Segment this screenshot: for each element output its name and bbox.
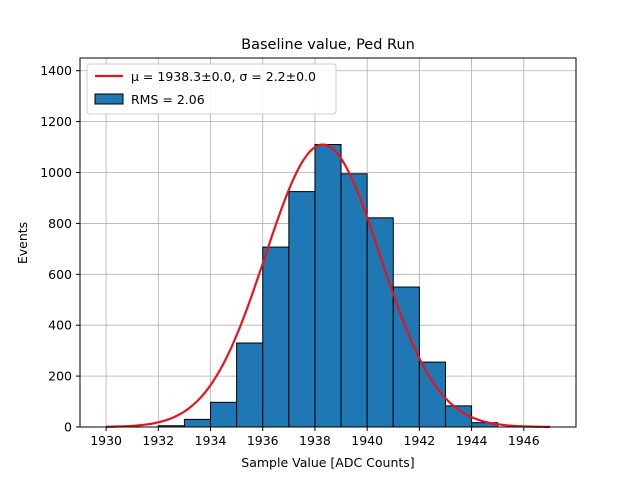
legend-histogram-swatch — [94, 93, 124, 105]
histogram-bar — [392, 286, 420, 428]
x-tick-label: 1930 — [90, 433, 122, 448]
legend: μ = 1938.3±0.0, σ = 2.2±0.0 RMS = 2.06 — [86, 63, 337, 115]
y-tick-label: 200 — [48, 369, 72, 384]
histogram-bar — [262, 246, 290, 428]
histogram-bar — [288, 191, 316, 428]
y-axis-label: Events — [15, 222, 30, 264]
legend-histogram-label: RMS = 2.06 — [131, 92, 205, 107]
histogram-bar — [340, 173, 368, 428]
plot-frame — [79, 57, 577, 428]
y-tick-label: 1000 — [40, 165, 72, 180]
y-tick-label: 600 — [48, 267, 72, 282]
y-tick-label: 1200 — [40, 114, 72, 129]
x-tick-label: 1940 — [351, 433, 383, 448]
x-tick-label: 1944 — [456, 433, 488, 448]
y-tick-label: 400 — [48, 318, 72, 333]
x-tick-label: 1938 — [299, 433, 331, 448]
x-tick-label: 1932 — [142, 433, 174, 448]
fit-curve — [106, 143, 550, 428]
x-tick-label: 1934 — [195, 433, 227, 448]
y-tick-label: 800 — [48, 216, 72, 231]
x-axis: 1930 1932 1934 1936 1938 1940 1942 1944 1946 — [90, 427, 540, 448]
x-tick-label: 1936 — [247, 433, 279, 448]
x-axis-label: Sample Value [ADC Counts] — [241, 455, 414, 470]
chart-title: Baseline value, Ped Run — [241, 37, 415, 53]
histogram-bar — [236, 342, 264, 428]
legend-box — [86, 63, 337, 115]
histogram-bar — [314, 144, 342, 428]
x-tick-label: 1942 — [403, 433, 435, 448]
histogram-bar — [183, 418, 212, 428]
histogram-bar — [366, 217, 394, 428]
y-axis: 0 200 400 600 800 1000 1200 1400 — [40, 63, 80, 435]
histogram-bar — [210, 401, 238, 428]
y-tick-label: 1400 — [40, 63, 72, 78]
fit-curve-group — [106, 143, 550, 428]
legend-fit-label: μ = 1938.3±0.0, σ = 2.2±0.0 — [131, 69, 316, 84]
y-tick-label: 0 — [64, 420, 72, 435]
x-tick-label: 1946 — [508, 433, 540, 448]
